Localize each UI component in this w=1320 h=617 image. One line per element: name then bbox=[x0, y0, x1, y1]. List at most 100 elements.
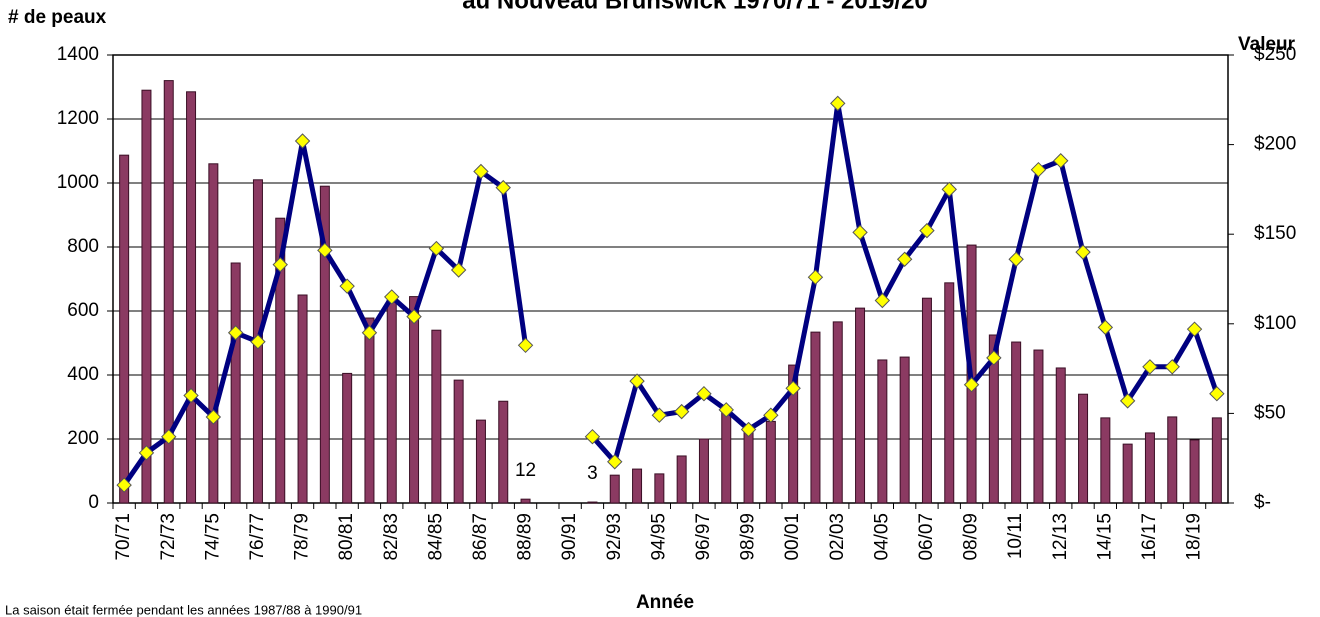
marker bbox=[696, 385, 712, 402]
bar bbox=[364, 317, 375, 504]
bar bbox=[877, 359, 888, 504]
bar bbox=[921, 297, 932, 504]
marker bbox=[1075, 244, 1091, 260]
marker bbox=[986, 350, 1002, 366]
marker bbox=[1119, 393, 1136, 409]
marker bbox=[651, 407, 668, 423]
marker bbox=[1209, 385, 1225, 402]
bar bbox=[208, 163, 219, 504]
marker bbox=[161, 428, 177, 445]
bar bbox=[788, 364, 799, 504]
bar bbox=[609, 474, 620, 504]
marker bbox=[205, 409, 222, 425]
x-tick-label: 98/99 bbox=[738, 513, 759, 561]
bar bbox=[1122, 443, 1133, 504]
marker bbox=[183, 387, 199, 404]
bar bbox=[587, 501, 598, 504]
x-tick-label: 90/91 bbox=[559, 513, 580, 561]
bar bbox=[1189, 439, 1200, 504]
bar bbox=[1211, 417, 1222, 504]
marker bbox=[450, 262, 467, 278]
y2-axis-label: Valeur bbox=[1238, 34, 1296, 55]
x-tick-label: 94/95 bbox=[648, 513, 669, 561]
y-axis-label: # de peaux bbox=[8, 7, 107, 28]
marker bbox=[294, 133, 311, 149]
marker bbox=[941, 181, 957, 198]
bar bbox=[342, 372, 353, 504]
y2-tick-label: $250 bbox=[1254, 44, 1296, 65]
marker bbox=[874, 292, 891, 309]
x-tick-label: 72/73 bbox=[158, 513, 179, 561]
bar bbox=[409, 296, 420, 504]
y2-tick-label: $200 bbox=[1254, 134, 1296, 155]
x-tick-label: 12/13 bbox=[1050, 513, 1071, 561]
bar bbox=[386, 296, 397, 504]
bar bbox=[855, 307, 866, 504]
x-tick-label: 04/05 bbox=[871, 513, 892, 561]
marker bbox=[1142, 359, 1158, 375]
bar bbox=[431, 329, 442, 504]
marker bbox=[339, 278, 355, 294]
marker bbox=[1053, 153, 1069, 169]
y-tick-label: 400 bbox=[67, 364, 99, 385]
bar bbox=[698, 438, 709, 504]
marker bbox=[896, 251, 913, 267]
x-tick-label: 82/83 bbox=[381, 513, 402, 561]
marker bbox=[227, 325, 244, 341]
marker bbox=[763, 407, 779, 423]
bar bbox=[810, 331, 821, 504]
bar bbox=[453, 379, 464, 504]
y-tick-label: 1200 bbox=[57, 108, 99, 129]
bar bbox=[899, 356, 910, 504]
bar bbox=[632, 468, 643, 504]
y-tick-label: 0 bbox=[88, 492, 99, 513]
bar bbox=[141, 89, 152, 504]
bar bbox=[988, 334, 999, 504]
data-label: 12 bbox=[515, 460, 536, 481]
bar bbox=[119, 154, 130, 504]
marker bbox=[384, 289, 400, 305]
x-tick-label: 86/87 bbox=[470, 513, 491, 561]
bar bbox=[319, 185, 330, 504]
bar bbox=[520, 498, 531, 504]
x-tick-label: 02/03 bbox=[827, 513, 848, 561]
marker bbox=[718, 402, 734, 418]
footnote: La saison était fermée pendant les année… bbox=[5, 602, 362, 617]
bar bbox=[1144, 432, 1155, 504]
bar bbox=[832, 321, 843, 504]
bar bbox=[1100, 417, 1111, 504]
bar bbox=[1078, 393, 1089, 504]
y-tick-label: 1000 bbox=[57, 172, 99, 193]
bar bbox=[944, 282, 955, 504]
x-tick-label: 14/15 bbox=[1094, 513, 1115, 561]
y-tick-label: 1400 bbox=[57, 44, 99, 65]
marker bbox=[1164, 359, 1180, 375]
data-label: 3 bbox=[587, 463, 598, 484]
bar bbox=[498, 400, 509, 504]
marker bbox=[138, 445, 155, 461]
x-axis-label: Année bbox=[636, 592, 694, 613]
marker bbox=[830, 95, 846, 112]
x-tick-label: 80/81 bbox=[336, 513, 357, 561]
marker bbox=[116, 477, 132, 493]
marker bbox=[495, 179, 511, 196]
bar bbox=[676, 455, 687, 504]
y-tick-label: 800 bbox=[67, 236, 99, 257]
marker bbox=[629, 373, 645, 389]
bar bbox=[275, 217, 286, 504]
bar bbox=[1167, 416, 1178, 504]
y2-tick-label: $- bbox=[1254, 492, 1271, 513]
marker bbox=[963, 377, 980, 393]
bar bbox=[163, 80, 174, 504]
x-tick-label: 92/93 bbox=[604, 513, 625, 561]
bar bbox=[743, 428, 754, 504]
x-tick-label: 00/01 bbox=[782, 513, 803, 561]
marker bbox=[1186, 321, 1203, 337]
bar bbox=[721, 406, 732, 504]
marker bbox=[740, 421, 757, 438]
x-tick-label: 96/97 bbox=[693, 513, 714, 561]
marker bbox=[1008, 251, 1024, 267]
marker bbox=[473, 163, 489, 180]
bar bbox=[297, 294, 308, 504]
